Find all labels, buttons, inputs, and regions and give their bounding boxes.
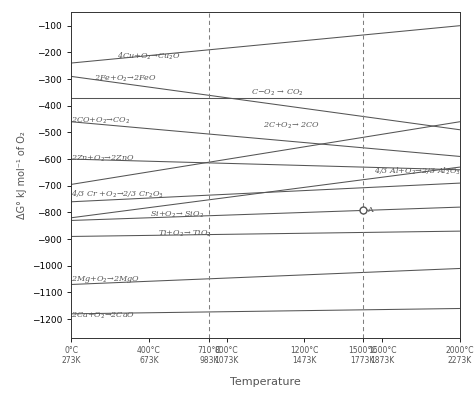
Text: 983K: 983K [200,356,219,365]
Text: 4/3 Al+O$_2$→2/3 Al$_2$O$_3$: 4/3 Al+O$_2$→2/3 Al$_2$O$_3$ [374,165,461,177]
X-axis label: Temperature: Temperature [230,377,301,387]
Text: 1073K: 1073K [214,356,239,365]
Text: 2CO+O$_2$→CO$_2$: 2CO+O$_2$→CO$_2$ [72,116,131,126]
Text: 2Zn+O$_2$→2ZnO: 2Zn+O$_2$→2ZnO [72,153,136,164]
Text: 400°C: 400°C [137,346,161,355]
Text: Ti+O$_2$→ TiO$_2$: Ti+O$_2$→ TiO$_2$ [158,229,212,239]
Text: 1200°C: 1200°C [290,346,319,355]
Text: 1500°C: 1500°C [348,346,377,355]
Text: A: A [367,206,373,214]
Text: 2Fe+O$_2$→2FeO: 2Fe+O$_2$→2FeO [94,73,157,84]
Text: 1873K: 1873K [370,356,394,365]
Text: 0°C: 0°C [64,346,78,355]
Text: 673K: 673K [139,356,159,365]
Text: Si+O$_2$→ SiO$_2$: Si+O$_2$→ SiO$_2$ [150,209,204,220]
Text: 2Ca+O$_2$→2CaO: 2Ca+O$_2$→2CaO [72,311,136,321]
Text: 2000°C: 2000°C [446,346,474,355]
Text: 2Mg+O$_2$→2MgO: 2Mg+O$_2$→2MgO [72,274,141,285]
Text: 273K: 273K [61,356,81,365]
Text: 4/3 Cr +O$_2$→2/3 Cr$_2$O$_3$: 4/3 Cr +O$_2$→2/3 Cr$_2$O$_3$ [72,188,164,199]
Text: 1600°C: 1600°C [368,346,396,355]
Text: 1773K: 1773K [350,356,375,365]
Text: 1473K: 1473K [292,356,317,365]
Text: 4Cu+O$_2$→Cu$_2$O: 4Cu+O$_2$→Cu$_2$O [117,50,181,62]
Text: C−O$_2$ → CO$_2$: C−O$_2$ → CO$_2$ [251,88,304,98]
Text: 800°C: 800°C [215,346,238,355]
Y-axis label: ΔG° kJ mol⁻¹ of O₂: ΔG° kJ mol⁻¹ of O₂ [18,131,27,219]
Text: 2273K: 2273K [447,356,472,365]
Text: 710°C: 710°C [197,346,221,355]
Text: 2C+O$_2$→ 2CO: 2C+O$_2$→ 2CO [263,121,320,131]
